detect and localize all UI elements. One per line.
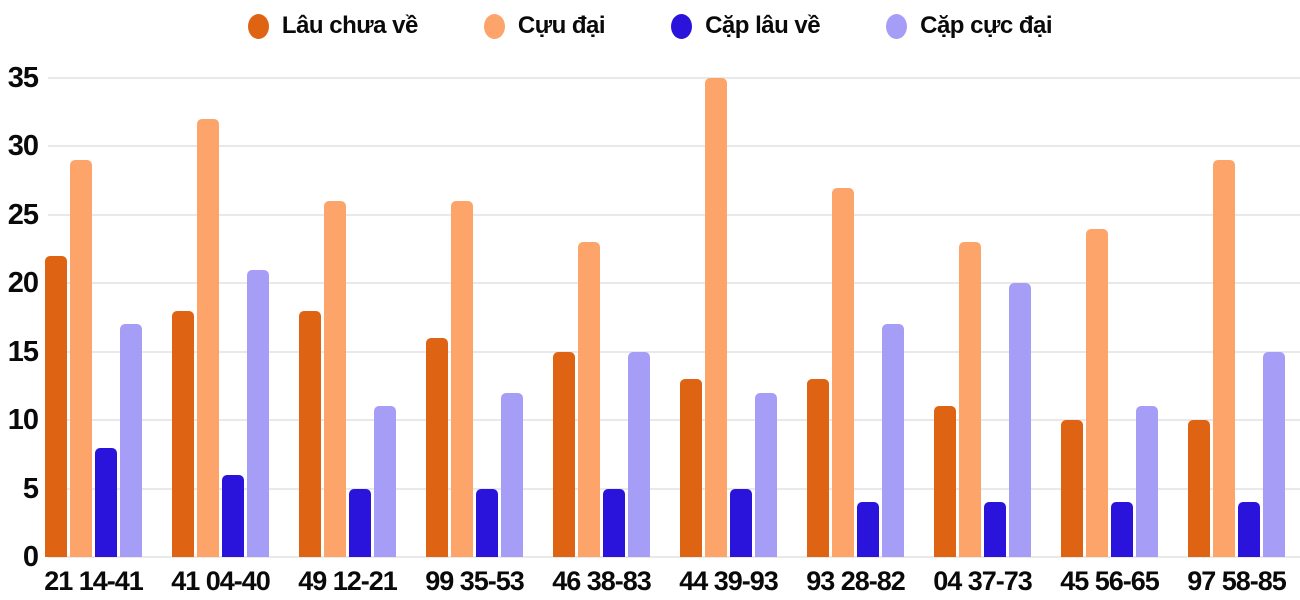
bar-series4-group5 (628, 351, 650, 557)
x-category-label-6: 44 39-93 (679, 566, 779, 596)
y-tick-label: 35 (7, 62, 39, 94)
x-category-label-2: 41 04-40 (171, 566, 271, 596)
bar-series2-group3 (324, 201, 346, 557)
bar-series2-group9 (1086, 228, 1108, 557)
bar-series4-group6 (755, 392, 777, 557)
x-category-label-8: 04 37-73 (933, 566, 1033, 596)
bar-group-10 (1173, 78, 1300, 557)
bar-series3-group4 (476, 488, 498, 557)
legend-item-2: Cựu đại (483, 12, 606, 40)
bar-series1-group7 (807, 379, 829, 557)
bar-series3-group10 (1238, 502, 1260, 557)
y-tick-label: 5 (22, 472, 39, 505)
bar-series2-group2 (197, 119, 219, 557)
bar-series2-group6 (705, 78, 727, 557)
bar-series4-group8 (1009, 283, 1031, 557)
legend-label: Cặp lâu về (705, 12, 821, 39)
bar-series2-group7 (832, 187, 854, 557)
legend-swatch-icon (247, 13, 269, 39)
bar-series3-group2 (222, 474, 244, 557)
bar-series2-group5 (578, 242, 600, 557)
y-tick-label: 20 (7, 267, 39, 300)
bar-series3-group3 (349, 488, 371, 557)
legend-swatch-icon (483, 13, 505, 39)
chart-legend: Lâu chưa về Cựu đại Cặp lâu về Cặp cực đại (0, 5, 1300, 47)
bar-series2-group8 (959, 242, 981, 557)
bar-series4-group1 (120, 324, 142, 557)
bar-series3-group7 (857, 502, 879, 557)
x-category-label-1: 21 14-41 (44, 566, 144, 596)
bar-group-8 (919, 78, 1046, 557)
gridline (48, 282, 1300, 285)
gridline (48, 77, 1300, 79)
x-category-label-5: 46 38-83 (552, 566, 652, 596)
y-tick-label: 0 (22, 541, 39, 573)
bar-series2-group1 (70, 160, 92, 557)
legend-item-1: Lâu chưa về (247, 12, 418, 40)
bar-series4-group3 (374, 406, 396, 557)
bar-series3-group8 (984, 502, 1006, 557)
gridline (48, 213, 1300, 216)
bar-group-3 (284, 78, 411, 557)
legend-label: Cặp cực đại (920, 12, 1053, 39)
plot-area (30, 77, 1300, 558)
legend-label: Cựu đại (517, 12, 606, 39)
bar-series2-group10 (1213, 160, 1235, 557)
x-category-label-10: 97 58-85 (1187, 566, 1287, 596)
gridline (48, 350, 1300, 353)
y-tick-label: 15 (7, 335, 39, 368)
gridline (48, 419, 1300, 422)
bar-series1-group8 (934, 406, 956, 557)
bar-series3-group1 (95, 447, 117, 557)
gridline (48, 556, 1300, 558)
bar-group-6 (665, 78, 792, 557)
gridline (48, 487, 1300, 490)
x-axis-labels: 21 14-41 41 04-40 49 12-21 99 35-53 46 38-83… (30, 566, 1300, 596)
bar-group-2 (157, 78, 284, 557)
bar-series1-group5 (553, 351, 575, 557)
bar-series4-group7 (882, 324, 904, 557)
bar-series1-group1 (45, 255, 67, 557)
bar-series1-group3 (299, 310, 321, 557)
bar-series1-group9 (1061, 420, 1083, 557)
x-category-label-4: 99 35-53 (425, 566, 525, 596)
bar-series1-group6 (680, 379, 702, 557)
bar-series4-group4 (501, 392, 523, 557)
gridline (48, 145, 1300, 148)
y-tick-label: 30 (7, 130, 39, 163)
y-tick-label: 25 (7, 198, 39, 231)
y-tick-label: 10 (7, 404, 39, 437)
bar-group-9 (1046, 78, 1173, 557)
legend-label: Lâu chưa về (281, 12, 418, 39)
bar-series4-group10 (1263, 351, 1285, 557)
bar-series3-group9 (1111, 502, 1133, 557)
bar-groups (30, 78, 1300, 557)
bar-series1-group10 (1188, 420, 1210, 557)
bar-group-5 (538, 78, 665, 557)
bar-series1-group4 (426, 338, 448, 557)
legend-item-4: Cặp cực đại (886, 12, 1053, 40)
bar-group-1 (30, 78, 157, 557)
legend-swatch-icon (671, 13, 693, 39)
bar-series3-group6 (730, 488, 752, 557)
legend-swatch-icon (886, 13, 908, 39)
bar-series3-group5 (603, 488, 625, 557)
legend-item-3: Cặp lâu về (671, 12, 821, 40)
bar-series4-group2 (247, 269, 269, 557)
bar-group-4 (411, 78, 538, 557)
x-category-label-9: 45 56-65 (1060, 566, 1160, 596)
bar-series1-group2 (172, 310, 194, 557)
bar-group-7 (792, 78, 919, 557)
bar-series4-group9 (1136, 406, 1158, 557)
bar-series2-group4 (451, 201, 473, 557)
x-category-label-3: 49 12-21 (298, 566, 398, 596)
x-category-label-7: 93 28-82 (806, 566, 906, 596)
